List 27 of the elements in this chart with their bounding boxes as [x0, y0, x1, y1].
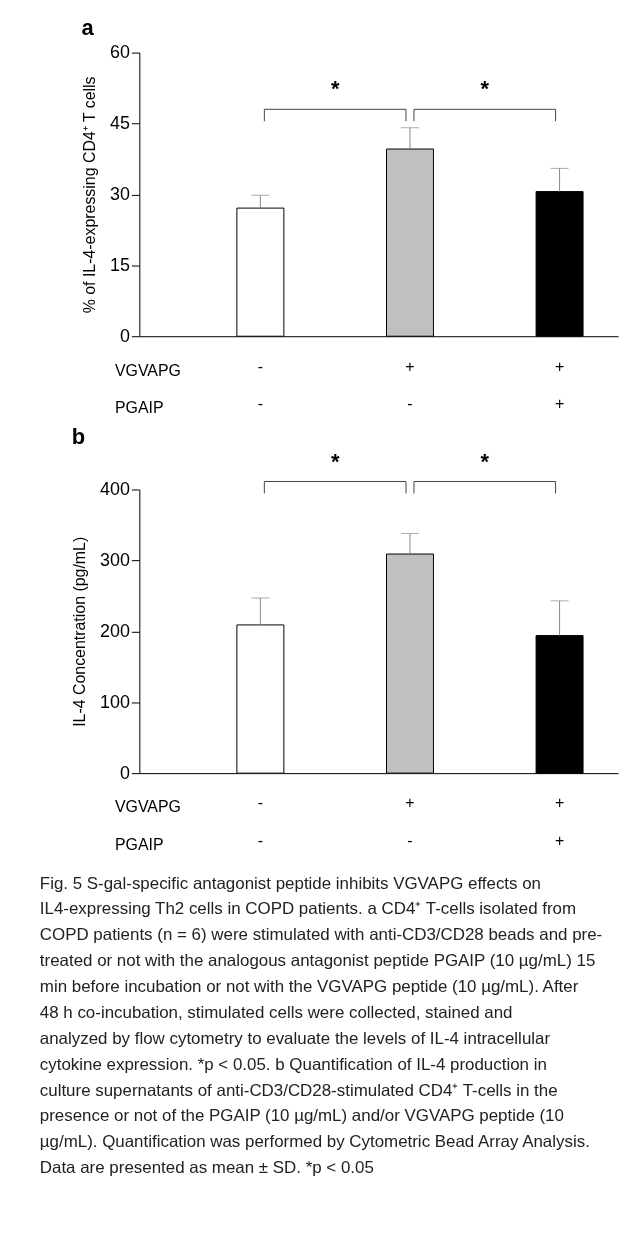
y-tick-label: 400: [99, 478, 130, 499]
category-label: + +: [554, 794, 565, 850]
y-tick-label: 15: [109, 254, 130, 275]
annotation: *: [480, 76, 490, 102]
y-tick-label: 60: [109, 42, 130, 63]
y-tick-label: 200: [99, 620, 130, 641]
category-label: + -: [405, 357, 415, 413]
text: Fig. 5 S-gal-specific antagonist peptide inhibits VGVAPG effects on IL4-expressing Th2 cells in COPD patients. a CD4⁺ T-cells isolated from COPD patients (n = 6) were stimulated with anti-CD3/CD28 beads and pre-treated or not with the analogous antagonist peptide PGAIP (10 µg/mL) 15 min before incubation or not with the VGVAPG peptide (10 µg/mL). After 48 h co-incubation, stimulated cells were collected, stained and analyzed by flow cytometry to evaluate the levels of IL-4 intracellular cytokine expression. *p < 0.05. b Quantification of IL-4 production in culture supernatants of anti-CD3/CD28-stimulated CD4⁺ T-cells in the presence or not of the PGAIP (10 µg/mL) and/or VGVAPG peptide (10 µg/mL). Quantification was performed by Cytometric Bead Array Analysis. Data are presented as mean ± SD. *p < 0.05: [39, 873, 603, 1178]
chart-title: a: [81, 14, 95, 40]
y-tick-label: 300: [99, 549, 130, 570]
category-label: + +: [554, 357, 565, 413]
category-label: - -: [257, 794, 264, 850]
y-axis-title: IL-4 Concentration (pg/mL): [71, 536, 89, 727]
y-axis-title: % of IL-4-expressing CD4⁺ T cells: [81, 76, 99, 314]
y-tick-label: 100: [99, 691, 130, 712]
y-tick-label: 0: [119, 762, 130, 783]
category-label: + -: [405, 794, 415, 850]
category-label: - -: [257, 357, 264, 413]
text: *: [480, 448, 490, 474]
y-tick-label: 30: [109, 183, 130, 204]
text: *: [330, 448, 340, 474]
y-tick-label: 0: [119, 325, 130, 346]
annotation: *: [330, 76, 340, 102]
y-tick-label: 45: [109, 112, 130, 133]
chart-title: b: [71, 423, 85, 449]
text: VGVAPG PGAIP: [114, 361, 181, 417]
text: VGVAPG PGAIP: [114, 798, 181, 854]
